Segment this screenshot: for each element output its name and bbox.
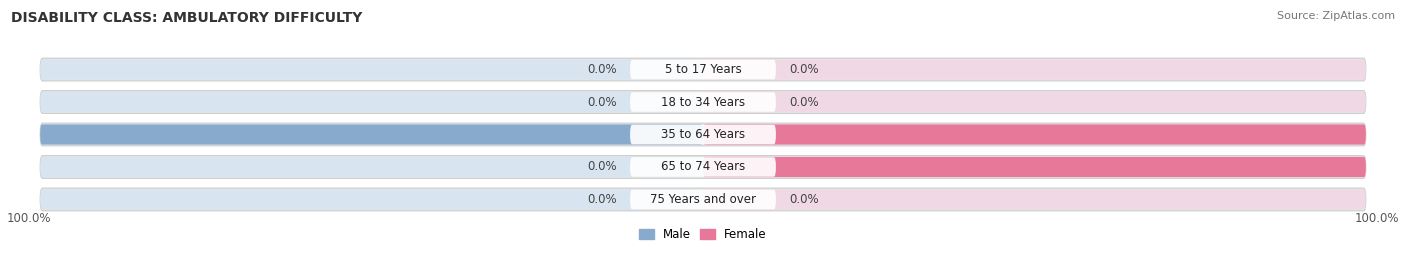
FancyBboxPatch shape xyxy=(703,157,1365,177)
Text: 0.0%: 0.0% xyxy=(588,161,617,174)
Text: 0.0%: 0.0% xyxy=(789,193,818,206)
FancyBboxPatch shape xyxy=(630,157,776,177)
Legend: Male, Female: Male, Female xyxy=(634,223,772,246)
FancyBboxPatch shape xyxy=(630,190,776,209)
Text: 75 Years and over: 75 Years and over xyxy=(650,193,756,206)
Text: 0.0%: 0.0% xyxy=(789,63,818,76)
FancyBboxPatch shape xyxy=(41,155,1365,178)
FancyBboxPatch shape xyxy=(630,92,776,112)
Text: 18 to 34 Years: 18 to 34 Years xyxy=(661,95,745,108)
FancyBboxPatch shape xyxy=(41,157,703,177)
Text: 0.0%: 0.0% xyxy=(789,95,818,108)
Text: 100.0%: 100.0% xyxy=(7,212,52,225)
FancyBboxPatch shape xyxy=(41,125,703,144)
Text: Source: ZipAtlas.com: Source: ZipAtlas.com xyxy=(1277,11,1395,21)
Text: 100.0%: 100.0% xyxy=(1376,128,1406,141)
Text: 100.0%: 100.0% xyxy=(1376,161,1406,174)
FancyBboxPatch shape xyxy=(703,189,1365,210)
FancyBboxPatch shape xyxy=(41,125,703,144)
Text: 65 to 74 Years: 65 to 74 Years xyxy=(661,161,745,174)
FancyBboxPatch shape xyxy=(703,157,1365,177)
FancyBboxPatch shape xyxy=(703,92,1365,112)
Text: 0.0%: 0.0% xyxy=(588,63,617,76)
FancyBboxPatch shape xyxy=(41,59,703,80)
Text: 100.0%: 100.0% xyxy=(0,128,30,141)
Text: DISABILITY CLASS: AMBULATORY DIFFICULTY: DISABILITY CLASS: AMBULATORY DIFFICULTY xyxy=(11,11,363,25)
FancyBboxPatch shape xyxy=(630,125,776,144)
FancyBboxPatch shape xyxy=(41,92,703,112)
FancyBboxPatch shape xyxy=(630,60,776,79)
Text: 100.0%: 100.0% xyxy=(1354,212,1399,225)
FancyBboxPatch shape xyxy=(703,59,1365,80)
FancyBboxPatch shape xyxy=(41,189,703,210)
Text: 0.0%: 0.0% xyxy=(588,193,617,206)
FancyBboxPatch shape xyxy=(41,58,1365,81)
FancyBboxPatch shape xyxy=(703,125,1365,144)
FancyBboxPatch shape xyxy=(41,123,1365,146)
Text: 35 to 64 Years: 35 to 64 Years xyxy=(661,128,745,141)
FancyBboxPatch shape xyxy=(703,125,1365,144)
FancyBboxPatch shape xyxy=(41,91,1365,114)
Text: 5 to 17 Years: 5 to 17 Years xyxy=(665,63,741,76)
Text: 0.0%: 0.0% xyxy=(588,95,617,108)
FancyBboxPatch shape xyxy=(41,188,1365,211)
